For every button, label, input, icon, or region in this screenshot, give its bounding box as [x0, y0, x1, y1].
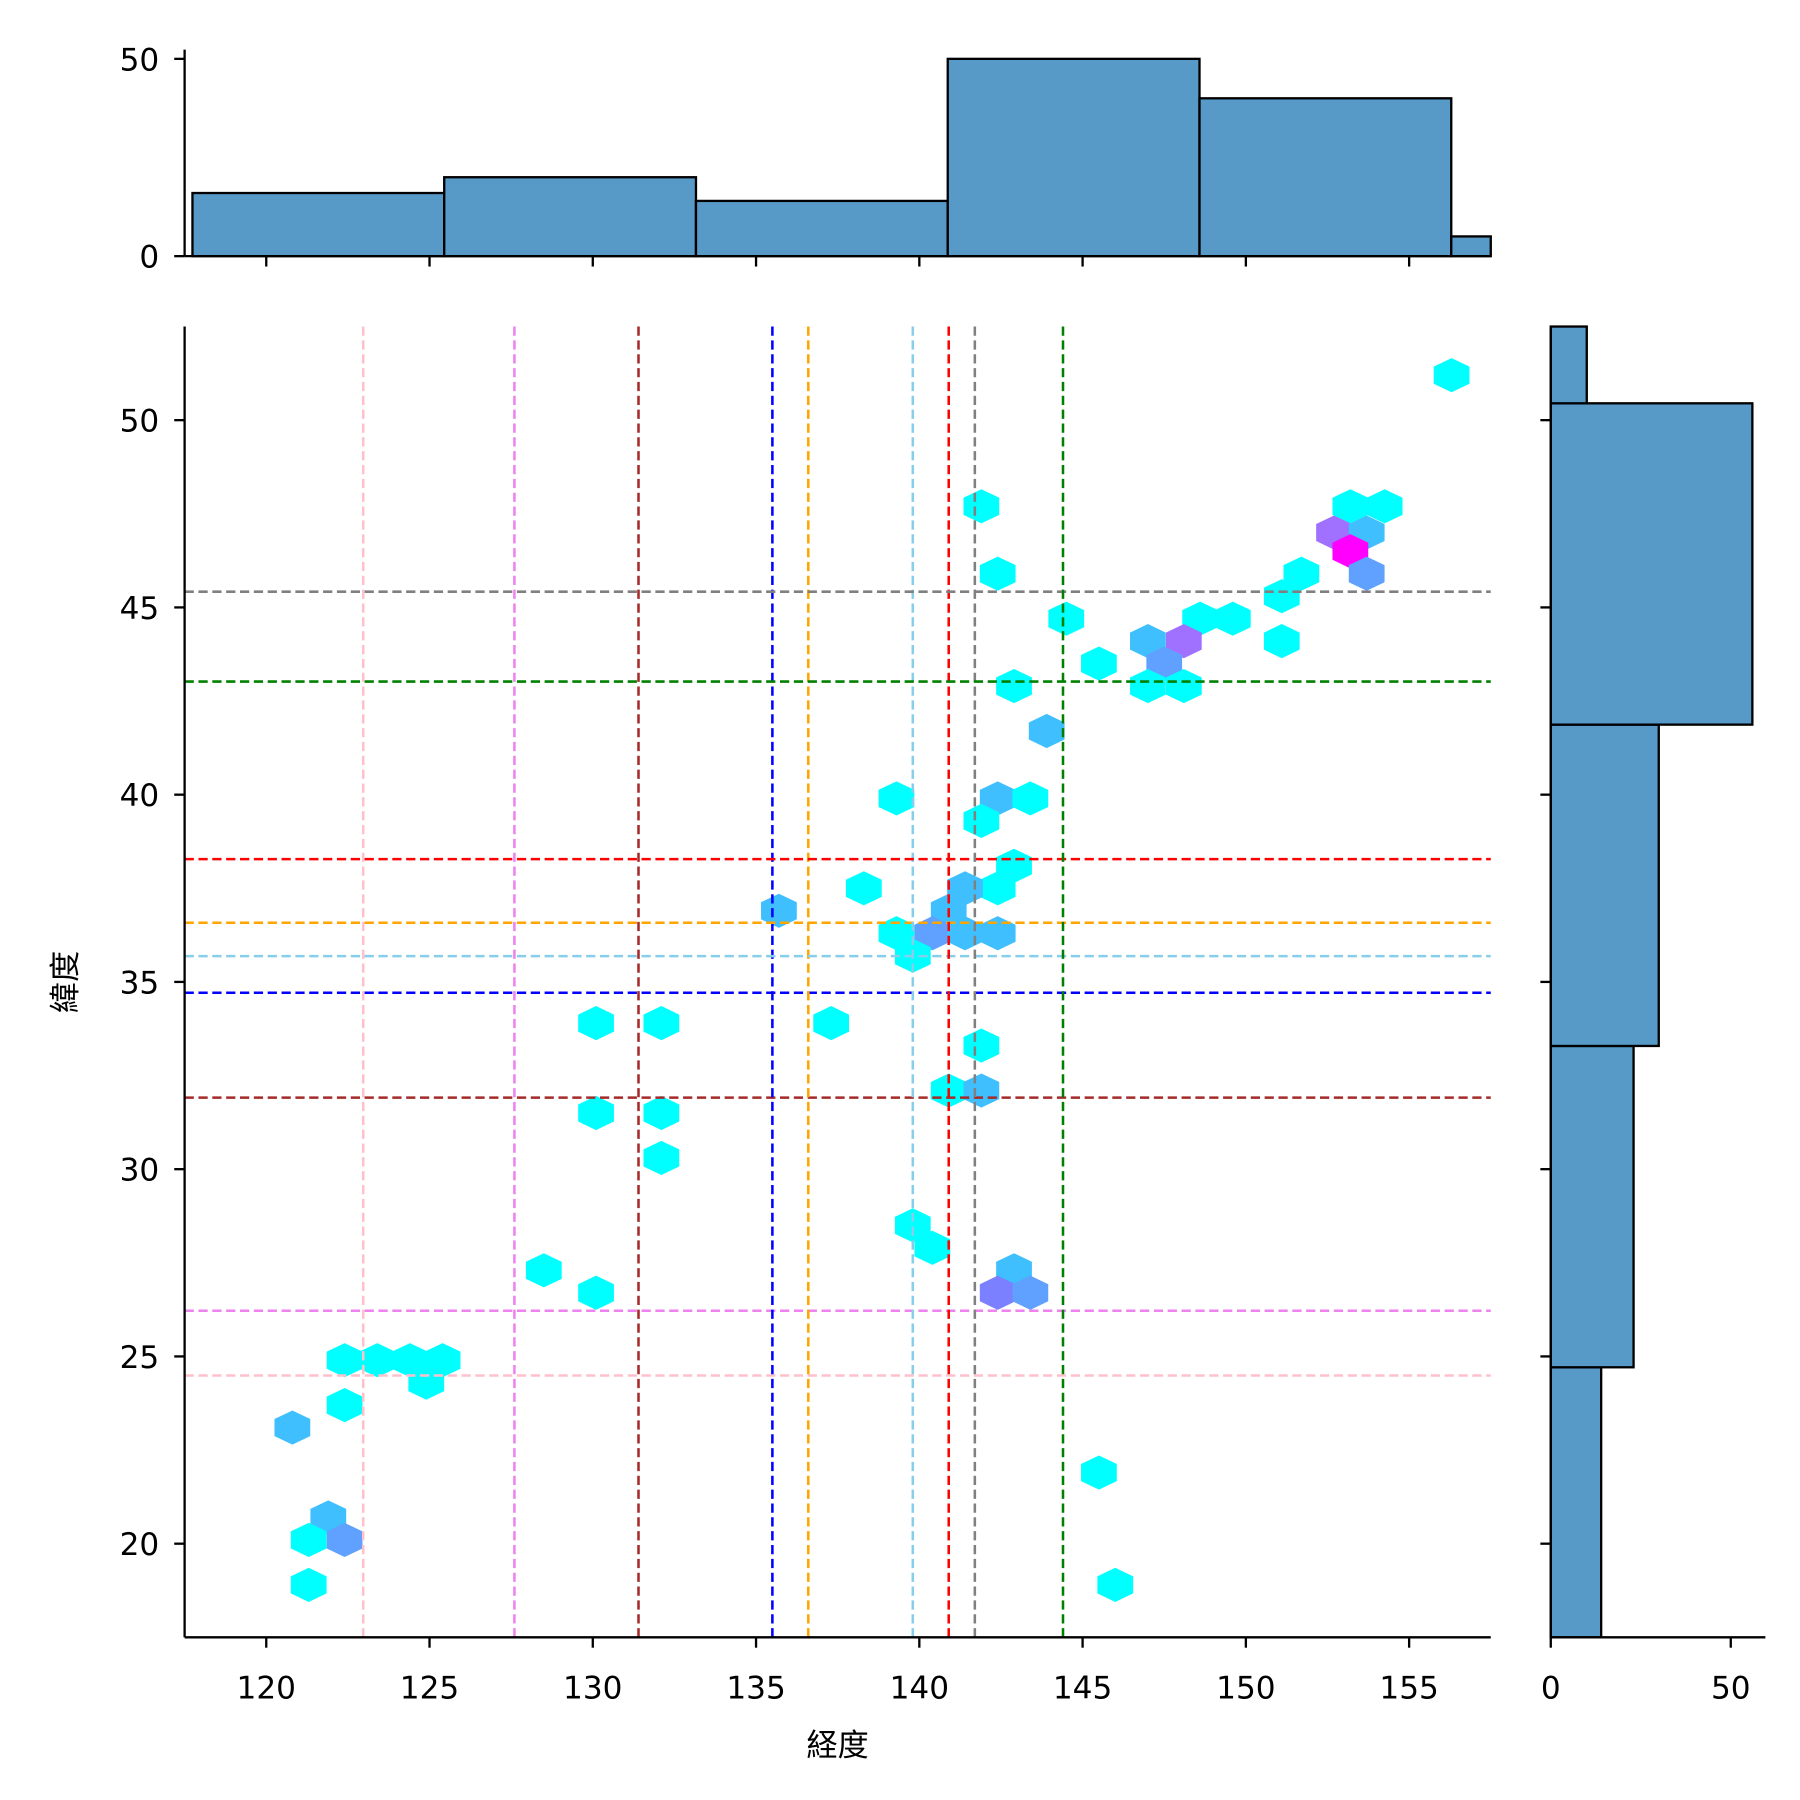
hexbin: [643, 1095, 680, 1131]
hexbin: [1433, 358, 1470, 393]
x-axis-label: 経度: [807, 1728, 869, 1764]
y-axis-label: 緯度: [48, 951, 84, 1013]
hexbin: [1348, 556, 1385, 591]
x-tick-label: 145: [1053, 1670, 1112, 1706]
right-marginal-histogram: 0 50: [1540, 325, 1766, 1706]
hexbin: [761, 893, 797, 928]
hexbin: [1263, 624, 1300, 659]
hexbin: [1332, 489, 1369, 524]
hexbin: [274, 1410, 311, 1445]
y-tick-label: 30: [120, 1153, 160, 1189]
hexbin: [1130, 668, 1166, 704]
hexbin: [310, 1500, 347, 1535]
hexbin: [996, 1253, 1032, 1288]
histogram-bar: [443, 176, 698, 258]
x-tick-label: 120: [237, 1670, 296, 1706]
histogram-bar: [946, 57, 1201, 258]
hexbin: [326, 1522, 363, 1558]
hexbin: [914, 916, 951, 951]
hexbin: [408, 1365, 445, 1400]
hexbin: [845, 871, 882, 906]
histogram-bar: [1198, 97, 1453, 258]
hexbin: [963, 803, 1000, 838]
hexbin: [1028, 713, 1065, 749]
histogram-bar: [1549, 1366, 1603, 1639]
hexbin: [963, 1028, 1000, 1063]
hexbin: [359, 1343, 396, 1378]
hexbin: [424, 1343, 461, 1378]
y-tick-label: 50: [120, 404, 160, 440]
hexbin: [813, 1006, 850, 1041]
x-tick-label: 155: [1379, 1670, 1438, 1706]
hexbin: [643, 1140, 680, 1176]
histogram-bar: [191, 191, 446, 258]
hexbin: [1332, 534, 1369, 569]
hexbin: [979, 781, 1016, 816]
histogram-bar: [1549, 723, 1660, 1048]
hexbin: [1263, 579, 1300, 614]
main-plot: 120 125 130 135 140 145 150 155 20 25 30 35 40 45 50: [120, 326, 1491, 1706]
histogram-bar: [1549, 402, 1754, 726]
hexbin: [979, 1275, 1016, 1310]
hexbin: [894, 1208, 931, 1243]
hexbin: [1081, 646, 1117, 681]
histogram-bar: [694, 199, 949, 258]
hexbin: [1130, 624, 1166, 659]
hexbin: [1165, 668, 1202, 704]
x-tick-label: 130: [563, 1670, 622, 1706]
right-x-tick-label: 50: [1711, 1670, 1751, 1706]
hexbin: [1081, 1455, 1117, 1490]
y-tick-label: 45: [120, 591, 160, 627]
hexbin: [643, 1006, 680, 1041]
hexbin: [878, 916, 915, 951]
top-y-tick-label: 0: [139, 240, 159, 276]
hexbin: [963, 489, 1000, 524]
hexbin: [1146, 646, 1183, 681]
hexbin: [578, 1095, 614, 1131]
histogram-bar: [1549, 325, 1588, 405]
hexbin: [996, 848, 1032, 883]
hexbin: [1097, 1567, 1134, 1602]
y-tick-label: 35: [120, 965, 160, 1001]
hexbin: [1048, 601, 1085, 636]
right-x-tick-label: 0: [1541, 1670, 1561, 1706]
hexbin: [392, 1343, 428, 1378]
y-tick-label: 25: [120, 1340, 160, 1376]
x-tick-label: 150: [1216, 1670, 1275, 1706]
histogram-bar: [1450, 235, 1492, 258]
hexbin: [914, 1230, 951, 1265]
y-tick-label: 20: [120, 1527, 160, 1563]
top-y-tick-label: 50: [120, 42, 160, 78]
hexbin: [963, 1073, 1000, 1108]
hexbin: [996, 668, 1032, 704]
hexbin: [578, 1275, 614, 1310]
top-marginal-histogram: 0 50: [120, 42, 1492, 276]
hexbin: [1012, 1275, 1049, 1310]
x-tick-label: 125: [400, 1670, 459, 1706]
hexbin: [326, 1388, 363, 1423]
x-tick-label: 135: [726, 1670, 785, 1706]
hexbin: [979, 871, 1016, 906]
hexbin: [578, 1006, 614, 1041]
hexbin: [525, 1253, 562, 1288]
y-tick-label: 40: [120, 778, 160, 814]
hexbin: [1012, 781, 1049, 816]
hexbin: [878, 781, 915, 816]
hexbin: [290, 1567, 327, 1602]
hexbin: [1165, 624, 1202, 659]
hexbin: [1283, 556, 1320, 591]
hexbin: [979, 916, 1016, 951]
histogram-bar: [1549, 1044, 1635, 1369]
hexbin: [1366, 489, 1403, 524]
hexbin: [1214, 601, 1251, 636]
hexbin: [326, 1343, 363, 1378]
hexbin: [1182, 601, 1219, 636]
hexbin: [290, 1522, 327, 1558]
x-tick-label: 140: [890, 1670, 949, 1706]
hexbin: [979, 556, 1016, 591]
